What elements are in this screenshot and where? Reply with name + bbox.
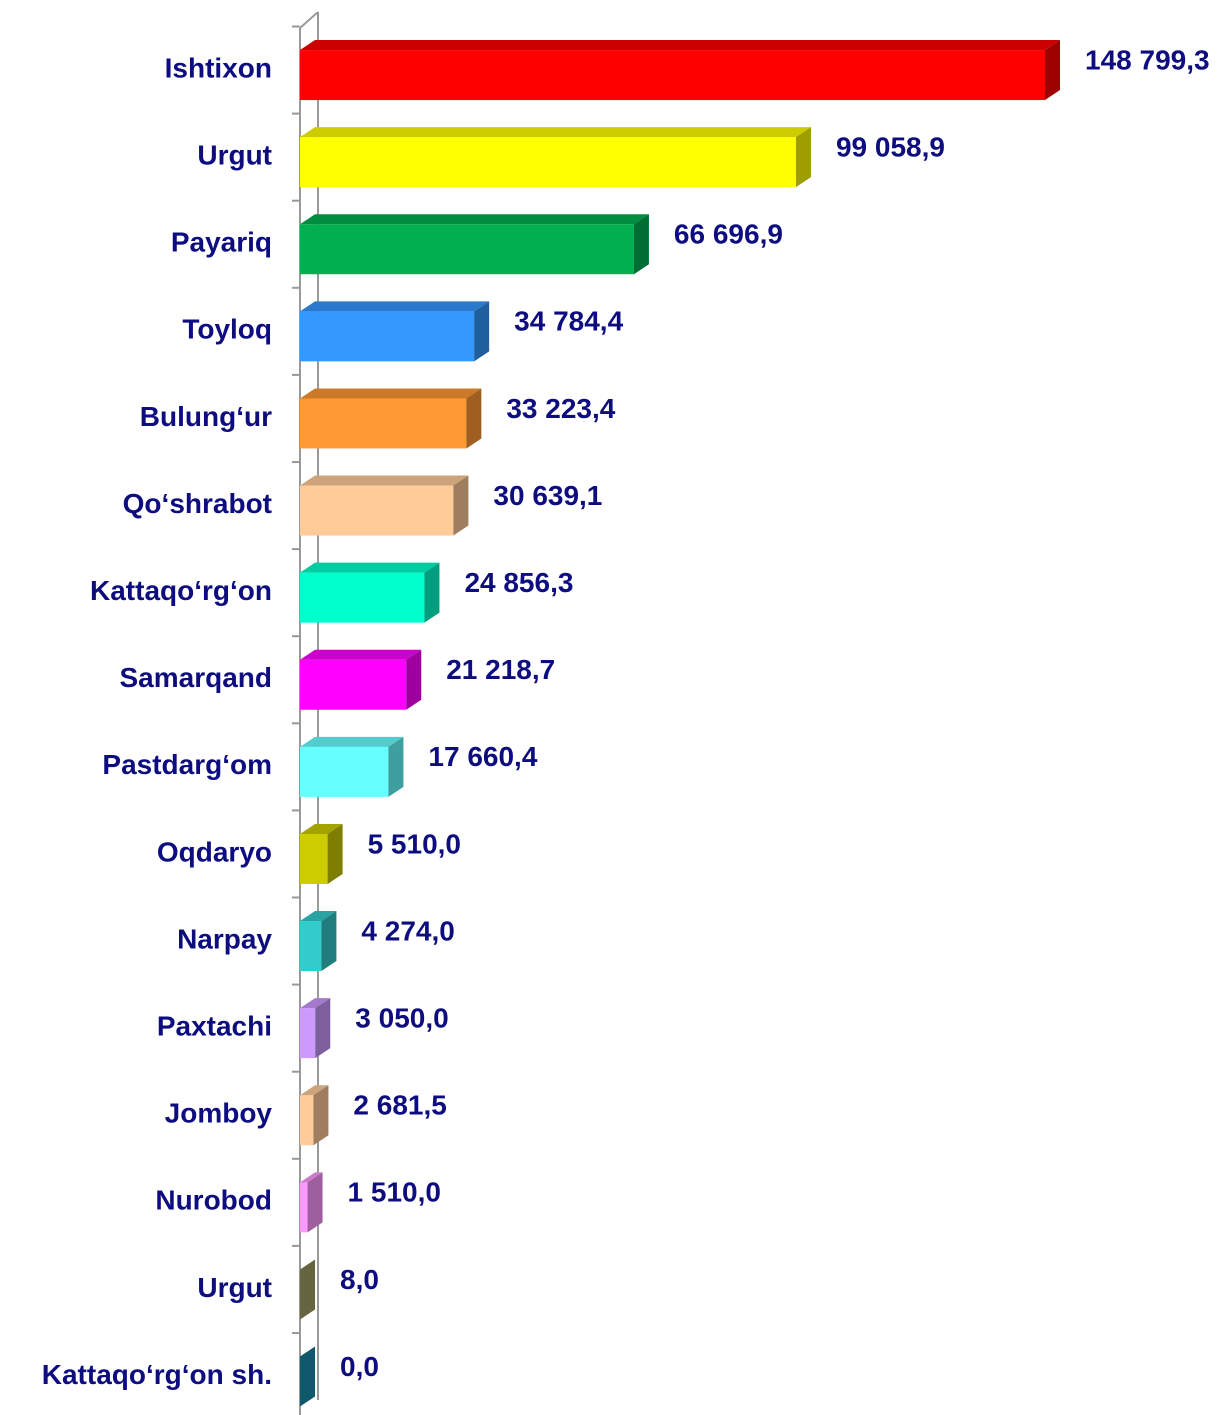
value-label: 66 696,9 [674, 219, 783, 250]
bar-top [300, 214, 649, 225]
bar-top [300, 1085, 329, 1096]
bar [300, 1008, 316, 1059]
bar-side [466, 388, 482, 449]
value-label: 4 274,0 [361, 915, 454, 946]
bar-top [300, 40, 1060, 51]
value-label: 21 218,7 [446, 654, 555, 685]
bar [300, 224, 634, 275]
bar-top [300, 823, 343, 834]
bar-top [300, 736, 404, 747]
bar [300, 572, 425, 623]
bar [300, 398, 467, 449]
axis-wall-top [299, 11, 319, 29]
bar-side [474, 301, 490, 362]
bar-side [307, 1172, 323, 1233]
bar-side [1045, 40, 1060, 101]
value-label: 0,0 [340, 1351, 379, 1382]
bar-top [300, 911, 337, 922]
bar-top [300, 1172, 323, 1183]
bar-side [406, 649, 422, 710]
value-label: 34 784,4 [514, 306, 623, 337]
bar [300, 1182, 308, 1233]
bar [300, 1095, 314, 1146]
category-label: Payariq [171, 227, 272, 258]
bar-side [327, 823, 343, 884]
bar-top [300, 301, 490, 312]
bar-side [633, 214, 649, 275]
bar [300, 746, 389, 797]
value-label: 2 681,5 [353, 1090, 446, 1121]
bar-top [300, 475, 469, 486]
value-label: 148 799,3 [1085, 44, 1210, 75]
bar-side [313, 1085, 329, 1146]
value-label: 99 058,9 [836, 132, 945, 163]
category-label: Oqdaryo [157, 836, 272, 867]
category-label: Kattaqo‘rg‘on [90, 575, 272, 606]
bar-side [453, 475, 469, 536]
category-label: Toyloq [182, 314, 272, 345]
bar [300, 921, 322, 972]
bar [300, 833, 328, 884]
category-label: Bulung‘ur [140, 401, 272, 432]
category-label: Samarqand [120, 662, 273, 693]
category-label: Jomboy [165, 1098, 273, 1129]
bar-side [388, 736, 404, 797]
bar [300, 50, 1045, 101]
bar-top [300, 1259, 316, 1270]
category-label: Urgut [197, 1272, 272, 1303]
bar-side [424, 562, 440, 623]
category-label: Paxtachi [157, 1011, 272, 1042]
value-label: 3 050,0 [355, 1003, 448, 1034]
value-label: 24 856,3 [464, 567, 573, 598]
category-label: Qo‘shrabot [123, 488, 272, 519]
bar [300, 137, 796, 188]
category-label: Urgut [197, 140, 272, 171]
bar-top [300, 388, 482, 399]
value-label: 5 510,0 [368, 828, 461, 859]
category-label: Narpay [177, 923, 272, 954]
bar-side [795, 127, 811, 188]
bar-side [300, 1259, 316, 1320]
bar-top [300, 998, 331, 1009]
bar [300, 485, 454, 536]
category-label: Pastdarg‘om [102, 749, 272, 780]
value-label: 30 639,1 [493, 480, 602, 511]
bar [300, 659, 407, 710]
value-label: 33 223,4 [506, 393, 615, 424]
bar-side [321, 911, 337, 972]
category-label: Nurobod [155, 1185, 272, 1216]
bar [300, 311, 475, 362]
bar-top [300, 562, 440, 573]
value-label: 17 660,4 [428, 741, 537, 772]
category-label: Kattaqo‘rg‘on sh. [42, 1359, 272, 1390]
bar-top [300, 649, 422, 660]
value-label: 8,0 [340, 1264, 379, 1295]
bar-side [300, 1346, 315, 1407]
category-label: Ishtixon [165, 52, 272, 83]
bar-side [315, 998, 331, 1059]
value-label: 1 510,0 [348, 1177, 441, 1208]
bar-top [300, 127, 811, 138]
